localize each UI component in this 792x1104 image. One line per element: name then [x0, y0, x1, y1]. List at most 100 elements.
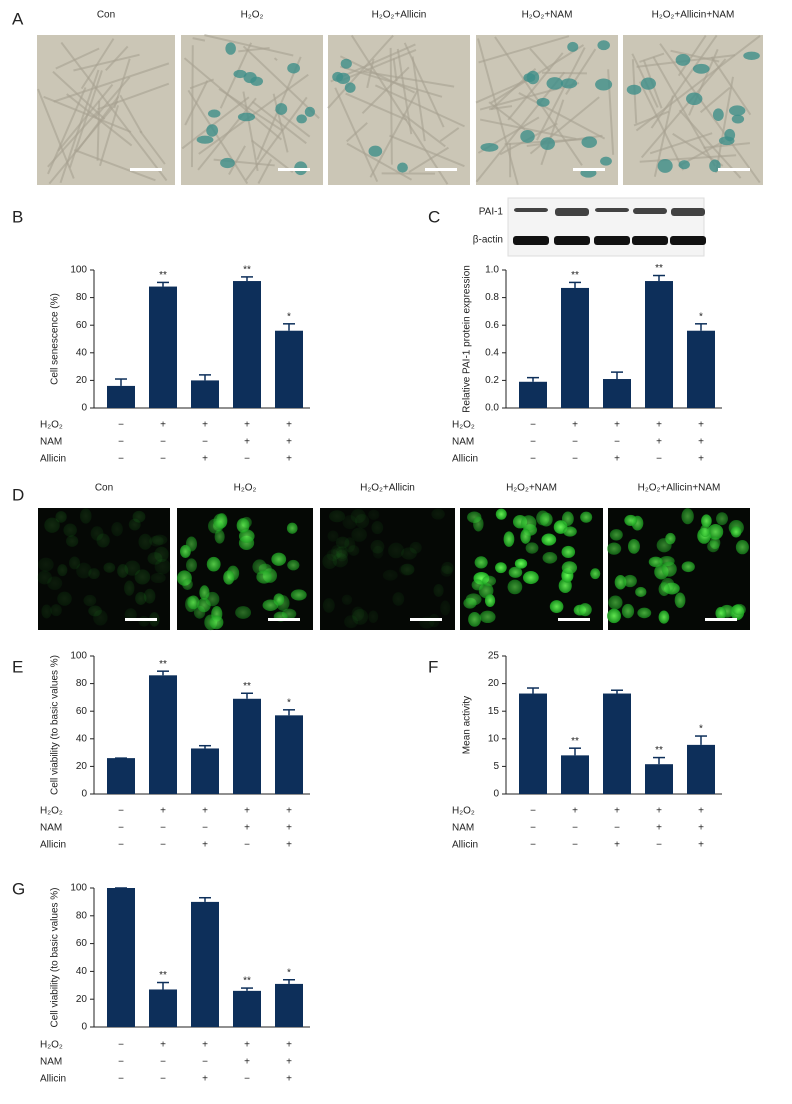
panel-letter: D: [12, 485, 24, 504]
cell: [48, 100, 119, 185]
y-tick-label: 1.0: [485, 265, 499, 276]
cell: [653, 95, 674, 177]
nucleus: [38, 557, 54, 572]
stained-cell: [626, 84, 642, 95]
image-label: H₂O₂: [234, 483, 257, 494]
nucleus: [83, 594, 97, 607]
condition-sign: +: [286, 420, 292, 431]
nucleus: [286, 522, 298, 534]
bar: [191, 380, 219, 408]
nucleus: [336, 549, 348, 562]
nucleus: [716, 512, 728, 526]
stained-cell: [640, 77, 656, 90]
cell: [119, 94, 143, 134]
stained-cell: [225, 42, 236, 55]
nucleus: [128, 518, 141, 531]
nucleus: [382, 569, 398, 581]
condition-sign: +: [656, 437, 662, 448]
y-tick-label: 80: [76, 678, 88, 689]
scale-bar: [130, 168, 162, 171]
nucleus: [388, 542, 405, 559]
cell: [350, 34, 449, 185]
condition-label: Allicin: [40, 454, 66, 465]
nucleus: [88, 605, 102, 617]
nucleus: [674, 592, 686, 609]
condition-label: H₂O₂: [452, 806, 475, 817]
cell: [139, 130, 166, 165]
cell: [47, 87, 87, 175]
cell: [73, 149, 156, 182]
bar: [603, 379, 631, 408]
cell: [477, 38, 519, 186]
condition-sign: +: [698, 454, 704, 465]
condition-sign: −: [530, 454, 536, 465]
condition-sign: +: [656, 823, 662, 834]
nucleus: [392, 592, 405, 606]
nucleus: [197, 597, 211, 613]
nucleus: [124, 580, 135, 596]
nucleus: [63, 523, 77, 537]
nucleus: [187, 595, 200, 610]
nucleus: [681, 508, 694, 525]
cell: [99, 105, 120, 167]
image-label: H₂O₂+Allicin+NAM: [652, 10, 735, 21]
cell: [540, 99, 565, 166]
nucleus: [522, 571, 539, 585]
condition-sign: +: [244, 437, 250, 448]
nucleus: [209, 615, 224, 630]
nucleus: [368, 509, 380, 520]
nucleus: [661, 561, 677, 577]
nucleus: [479, 610, 496, 624]
nucleus: [471, 579, 484, 591]
nucleus: [111, 522, 123, 537]
nucleus: [50, 604, 62, 617]
condition-sign: −: [614, 437, 620, 448]
nucleus: [484, 594, 496, 607]
image-label: H₂O₂+NAM: [506, 483, 557, 494]
condition-sign: −: [160, 454, 166, 465]
cell: [478, 35, 570, 64]
nucleus: [223, 570, 235, 585]
condition-sign: −: [530, 420, 536, 431]
cell: [238, 46, 270, 53]
stained-cell: [397, 162, 408, 173]
condition-sign: +: [286, 823, 292, 834]
cell: [73, 53, 140, 72]
condition-sign: +: [202, 420, 208, 431]
cell: [518, 92, 606, 140]
bar: [687, 330, 715, 408]
stained-cell: [657, 159, 673, 173]
condition-sign: −: [530, 437, 536, 448]
cell: [55, 47, 100, 70]
nucleus: [348, 545, 360, 556]
cell: [403, 42, 445, 128]
nucleus: [520, 515, 537, 531]
nucleus: [606, 542, 622, 555]
stained-cell: [220, 157, 235, 169]
nucleus: [561, 545, 576, 559]
nucleus: [199, 585, 210, 601]
condition-sign: +: [160, 1040, 166, 1051]
image-label: H₂O₂+Allicin: [372, 10, 427, 21]
stained-cell: [686, 92, 703, 106]
bar: [233, 281, 261, 408]
nucleus: [79, 508, 92, 524]
y-tick-label: 0.6: [485, 320, 499, 331]
cell: [190, 45, 194, 168]
nucleus: [134, 569, 151, 585]
condition-sign: +: [698, 823, 704, 834]
nucleus: [621, 603, 635, 619]
panel-letter: G: [12, 879, 25, 898]
image-label: H₂O₂+Allicin: [360, 483, 415, 494]
nucleus: [609, 529, 623, 541]
band: [633, 208, 667, 214]
image-label: H₂O₂+Allicin+NAM: [638, 483, 721, 494]
y-tick-label: 0: [81, 789, 87, 800]
condition-sign: +: [286, 1074, 292, 1085]
condition-sign: +: [160, 806, 166, 817]
condition-sign: +: [614, 454, 620, 465]
condition-sign: +: [698, 420, 704, 431]
y-tick-label: 25: [488, 651, 500, 662]
y-tick-label: 0: [81, 403, 87, 414]
y-tick-label: 20: [76, 761, 88, 772]
